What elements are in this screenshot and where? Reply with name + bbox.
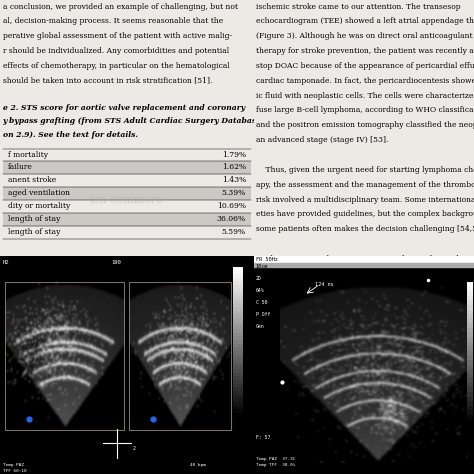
Bar xyxy=(2,200,251,213)
Text: an advanced stage (stage IV) [53].: an advanced stage (stage IV) [53]. xyxy=(256,136,388,144)
Text: Thus, given the urgent need for starting lymphoma chem: Thus, given the urgent need for starting… xyxy=(256,166,474,174)
Text: TFF 60:10: TFF 60:10 xyxy=(2,469,26,473)
Text: length of stay: length of stay xyxy=(8,215,60,223)
Bar xyxy=(2,162,251,174)
Text: 1.43%: 1.43% xyxy=(222,176,246,184)
Text: Temp PAZ  37.3C: Temp PAZ 37.3C xyxy=(256,457,295,461)
Text: 190: 190 xyxy=(112,260,121,265)
Text: hemorrhages and disseminated intravascular coagulation (: hemorrhages and disseminated intravascul… xyxy=(256,314,474,322)
Text: 10cm: 10cm xyxy=(256,264,268,269)
Text: length of stay: length of stay xyxy=(8,228,60,236)
Text: and the positron emission tomography classified the neopl: and the positron emission tomography cla… xyxy=(256,121,474,129)
Text: anent stroke: anent stroke xyxy=(8,176,56,184)
Text: should be taken into account in risk stratification [51].: should be taken into account in risk str… xyxy=(2,77,212,85)
Text: dity or mortality: dity or mortality xyxy=(8,202,70,210)
Text: 1.62%: 1.62% xyxy=(222,164,246,172)
Text: aged ventilation: aged ventilation xyxy=(8,189,70,197)
Text: 64%: 64% xyxy=(256,288,264,292)
Text: C 50: C 50 xyxy=(256,300,267,305)
Text: some patients often makes the decision challenging [54,55].: some patients often makes the decision c… xyxy=(256,225,474,233)
Text: H2: H2 xyxy=(2,260,9,265)
Text: (Figure 3). Although he was on direct oral anticoagulant (D: (Figure 3). Although he was on direct or… xyxy=(256,32,474,40)
Text: ion-commerc: ion-commerc xyxy=(90,195,164,205)
Text: 10.69%: 10.69% xyxy=(217,202,246,210)
Text: 2D: 2D xyxy=(256,275,262,281)
Text: r should be individualized. Any comorbidities and potential: r should be individualized. Any comorbid… xyxy=(2,47,228,55)
Text: Temp TFF  38.0%: Temp TFF 38.0% xyxy=(256,464,295,467)
Text: 36.06%: 36.06% xyxy=(217,215,246,223)
Text: effects of chemotherapy, in particular on the hematological: effects of chemotherapy, in particular o… xyxy=(2,62,229,70)
Text: cardiac tamponade. In fact, the pericardiocentesis showed a: cardiac tamponade. In fact, the pericard… xyxy=(256,77,474,85)
Text: a conclusion, we provided an example of challenging, but not: a conclusion, we provided an example of … xyxy=(2,2,237,10)
Text: 5.59%: 5.59% xyxy=(222,228,246,236)
Text: e 2. STS score for aortic valve replacement and coronary: e 2. STS score for aortic valve replacem… xyxy=(2,103,245,111)
Text: Temp PAZ: Temp PAZ xyxy=(2,464,24,467)
Text: fuse large B-cell lymphoma, according to WHO classificatio: fuse large B-cell lymphoma, according to… xyxy=(256,107,474,115)
Text: stop DOAC because of the appearance of pericardial effusio: stop DOAC because of the appearance of p… xyxy=(256,62,474,70)
Text: al, decision-making process. It seems reasonable that the: al, decision-making process. It seems re… xyxy=(2,18,223,26)
Bar xyxy=(129,282,231,430)
Bar xyxy=(2,174,251,187)
Text: y bypass grafting (from STS Adult Cardiac Surgery Database: y bypass grafting (from STS Adult Cardia… xyxy=(2,117,262,125)
Text: FR 50Hz: FR 50Hz xyxy=(256,257,278,262)
Text: ischemic stroke came to our attention. The transesop: ischemic stroke came to our attention. T… xyxy=(256,2,460,10)
Text: 124 ns: 124 ns xyxy=(315,282,334,287)
Bar xyxy=(2,148,251,162)
Text: patient to a various spectrum of thrombotic or hemorrhagic e: patient to a various spectrum of thrombo… xyxy=(256,284,474,292)
Bar xyxy=(2,213,251,226)
Text: 5.39%: 5.39% xyxy=(222,189,246,197)
Text: complex. Both solid and hematological cancers predispos: complex. Both solid and hematological ca… xyxy=(256,270,474,278)
Text: 48 bpm: 48 bpm xyxy=(190,464,206,467)
Text: risk involved a multidisciplinary team. Some international: risk involved a multidisciplinary team. … xyxy=(256,196,474,203)
Text: Thrombosis occurrence is the best described topic in literatu: Thrombosis occurrence is the best descri… xyxy=(256,329,474,337)
Text: therapy for stroke prevention, the patient was recently as: therapy for stroke prevention, the patie… xyxy=(256,47,474,55)
Bar xyxy=(5,282,124,430)
Text: echocardiogram (TEE) showed a left atrial appendage thr: echocardiogram (TEE) showed a left atria… xyxy=(256,18,474,26)
Text: f mortality: f mortality xyxy=(8,151,47,158)
Text: perative global assessment of the patient with active malig-: perative global assessment of the patien… xyxy=(2,32,232,40)
Text: eties have provided guidelines, but the complex backgrou: eties have provided guidelines, but the … xyxy=(256,210,474,219)
Text: apy, the assessment and the management of the thromboem: apy, the assessment and the management o… xyxy=(256,181,474,189)
Bar xyxy=(2,187,251,200)
Text: from venous or arterial thrombosis phenomena to life-threa: from venous or arterial thrombosis pheno… xyxy=(256,300,474,308)
Text: F: 57: F: 57 xyxy=(256,435,270,440)
Text: ic fluid with neoplastic cells. The cells were characterized: ic fluid with neoplastic cells. The cell… xyxy=(256,91,474,100)
Text: 2: 2 xyxy=(133,446,136,451)
Text: P Off: P Off xyxy=(256,311,270,317)
Text: on 2.9). See the text for details.: on 2.9). See the text for details. xyxy=(2,131,137,139)
Text: 1.79%: 1.79% xyxy=(222,151,246,158)
Bar xyxy=(2,226,251,239)
Text: The interaction between cancer and coagulation disord: The interaction between cancer and coagu… xyxy=(256,255,474,263)
Text: failure: failure xyxy=(8,164,33,172)
Text: Gen: Gen xyxy=(256,324,264,328)
